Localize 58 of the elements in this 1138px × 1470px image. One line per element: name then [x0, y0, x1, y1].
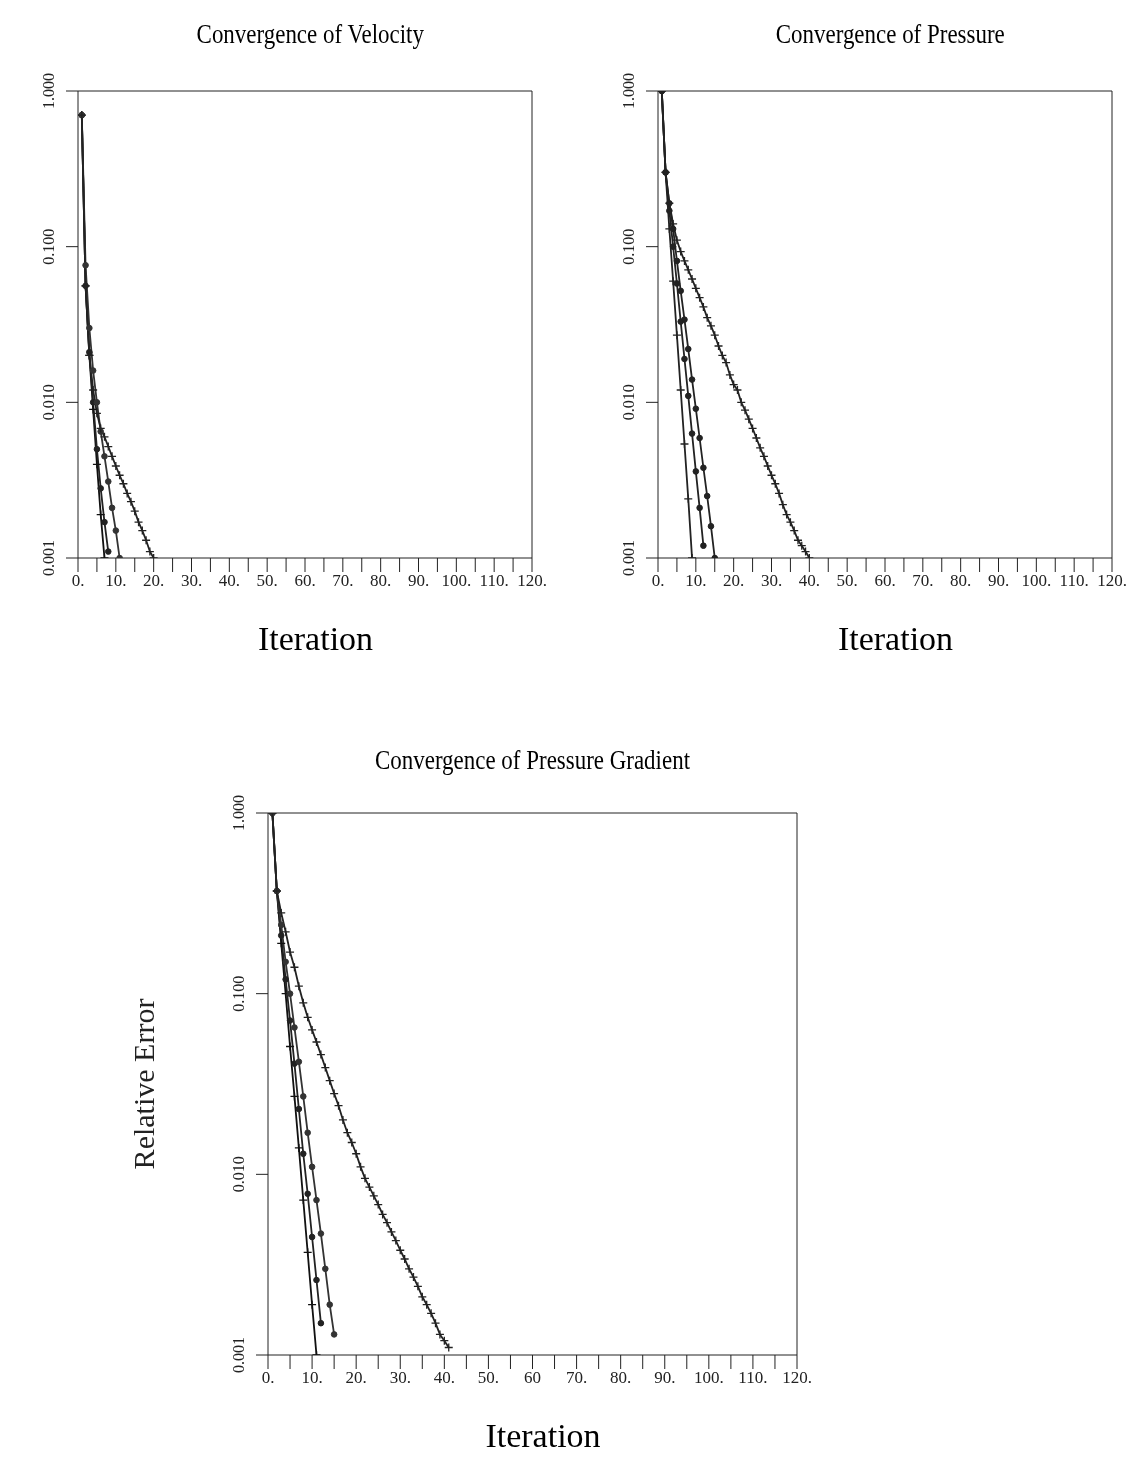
chart-title: Convergence of Velocity — [195, 17, 425, 51]
x-tick-label: 50. — [477, 1368, 500, 1388]
x-tick-label: 60. — [294, 571, 316, 591]
chart-title: Convergence of Pressure — [774, 17, 1006, 51]
y-tick-label: 1.000 — [620, 73, 637, 109]
x-tick-label: 100. — [441, 571, 472, 591]
y-tick-label: 1.000 — [40, 73, 57, 109]
x-tick-label: 10. — [685, 571, 707, 591]
x-axis-title: Iteration — [256, 620, 375, 658]
x-tick-label: 20. — [345, 1368, 367, 1388]
x-tick-label: 80. — [370, 571, 392, 591]
x-tick-label: 80. — [950, 571, 972, 591]
x-tick-label: 20. — [143, 571, 165, 591]
x-tick-label: 70. — [332, 571, 354, 591]
x-tick-label: 30. — [180, 571, 203, 591]
y-axis-title: Relative Error — [126, 998, 160, 1170]
x-tick-label: 40. — [433, 1368, 455, 1388]
x-tick-label: 40. — [798, 571, 820, 591]
y-tick-label: 0.001 — [230, 1337, 247, 1373]
x-tick-label: 60. — [874, 571, 896, 591]
y-tick-label: 0.010 — [620, 384, 637, 421]
y-tick-label: 0.100 — [230, 975, 247, 1012]
x-tick-label: 0. — [71, 571, 85, 591]
x-tick-label: 120. — [517, 571, 547, 591]
y-tick-label: 1.000 — [230, 795, 247, 831]
x-tick-label: 90. — [654, 1368, 676, 1388]
x-tick-label: 10. — [301, 1368, 323, 1388]
x-tick-label: 100. — [1021, 571, 1052, 591]
y-tick-label: 0.100 — [620, 228, 637, 265]
y-tick-label: 0.100 — [40, 228, 57, 265]
x-tick-label: 70. — [912, 571, 934, 591]
x-tick-label: 30. — [389, 1368, 411, 1388]
x-tick-label: 80. — [610, 1368, 632, 1388]
y-tick-label: 0.001 — [620, 540, 637, 576]
chart-title: Convergence of Pressure Gradient — [373, 743, 691, 777]
x-tick-label: 120. — [1097, 571, 1127, 591]
x-tick-label: 110. — [479, 571, 509, 591]
x-tick-label: 90. — [407, 571, 430, 591]
x-tick-label: 0. — [651, 571, 665, 591]
x-tick-label: 110. — [1059, 571, 1089, 591]
x-tick-label: 40. — [218, 571, 240, 591]
x-tick-label: 10. — [105, 571, 127, 591]
x-tick-label: 110. — [738, 1368, 768, 1388]
x-tick-label: 90. — [987, 571, 1010, 591]
x-axis-title: Iteration — [484, 1417, 602, 1455]
x-tick-label: 70. — [565, 1368, 588, 1388]
x-tick-label: 100. — [693, 1368, 724, 1388]
x-tick-label: 50. — [836, 571, 858, 591]
y-tick-label: 0.010 — [40, 384, 57, 421]
y-tick-label: 0.001 — [40, 540, 57, 576]
x-axis-title: Iteration — [836, 620, 955, 658]
y-tick-label: 0.010 — [230, 1156, 247, 1193]
x-tick-label: 30. — [760, 571, 783, 591]
x-tick-label: 0. — [261, 1368, 275, 1388]
x-tick-label: 120. — [782, 1368, 812, 1388]
x-tick-label: 60 — [524, 1368, 541, 1388]
x-tick-label: 50. — [256, 571, 278, 591]
x-tick-label: 20. — [723, 571, 745, 591]
